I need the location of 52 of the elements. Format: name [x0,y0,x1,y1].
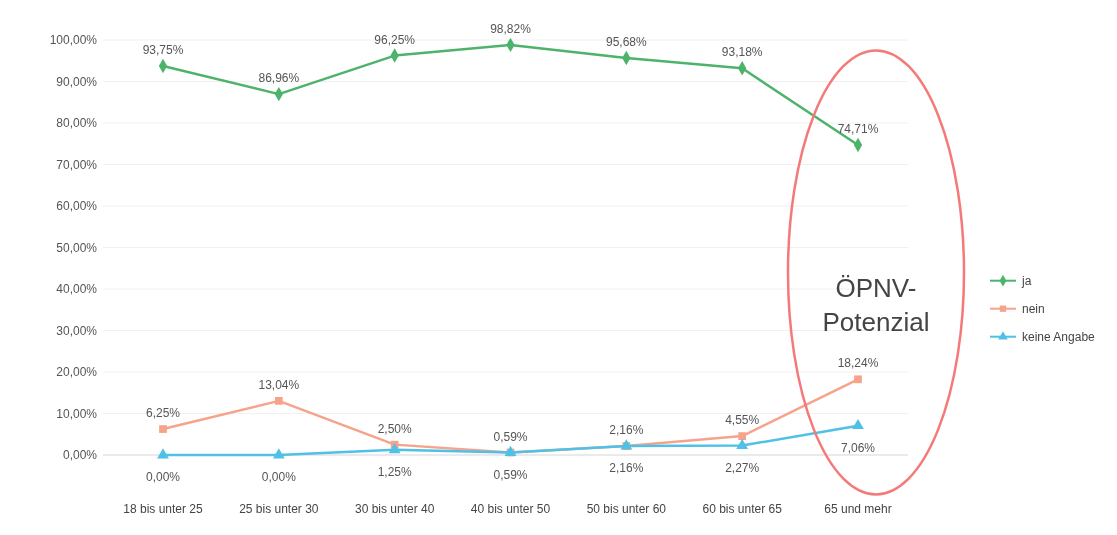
data-label: 98,82% [490,21,532,36]
data-label: 2,16% [609,461,644,476]
data-label: 96,25% [374,32,416,47]
y-tick-label: 100,00% [49,33,98,47]
data-label: 2,50% [377,421,413,436]
x-tick-label: 25 bis unter 30 [239,502,319,516]
y-tick-label: 60,00% [56,199,98,213]
y-tick-label: 20,00% [56,365,98,379]
point [388,443,401,454]
x-tick-label: 50 bis unter 60 [586,502,667,516]
data-label: 0,00% [261,470,297,484]
data-label: 86,96% [258,71,300,86]
point [159,425,167,433]
data-label: 4,55% [725,413,760,428]
x-tick-label: 18 bis unter 25 [123,502,204,516]
point [736,438,749,449]
point [852,418,864,430]
legend-label: ja [1021,273,1032,288]
y-tick-label: 40,00% [56,282,98,296]
data-label: 18,24% [837,356,879,371]
point [274,397,283,405]
y-tick-label: 90,00% [56,74,98,89]
data-label: 0,59% [493,429,528,444]
data-label: 6,25% [145,406,181,421]
legend-label: nein [1022,301,1045,316]
point [854,375,862,384]
data-label: 0,00% [145,470,181,484]
y-tick-label: 30,00% [56,323,98,338]
x-tick-label: 40 bis unter 50 [470,502,551,516]
data-label: 93,18% [721,45,763,60]
point [738,432,747,440]
y-tick-label: 10,00% [56,406,98,421]
annotation: ÖPNV-Potenzial [822,273,930,338]
data-label: 1,25% [377,464,413,479]
data-label: 7,06% [840,440,876,455]
data-label: 74,71% [837,121,879,136]
data-label: 2,16% [609,423,644,438]
data-label: 13,04% [258,377,300,392]
legend-label: keine Angabe [1022,329,1096,344]
data-label: 0,59% [493,467,528,482]
data-label: 93,75% [142,42,184,57]
y-tick-label: 50,00% [56,240,98,255]
point [272,448,285,459]
y-tick-label: 70,00% [56,157,98,172]
data-label: 2,27% [725,460,760,475]
x-tick-label: 65 und mehr [824,502,892,516]
y-tick-label: 0,00% [62,448,98,462]
data-label: 95,68% [605,34,648,49]
x-tick-label: 30 bis unter 40 [354,502,435,516]
point [157,448,169,459]
x-tick-label: 60 bis unter 65 [702,502,783,516]
y-tick-label: 80,00% [56,116,98,130]
